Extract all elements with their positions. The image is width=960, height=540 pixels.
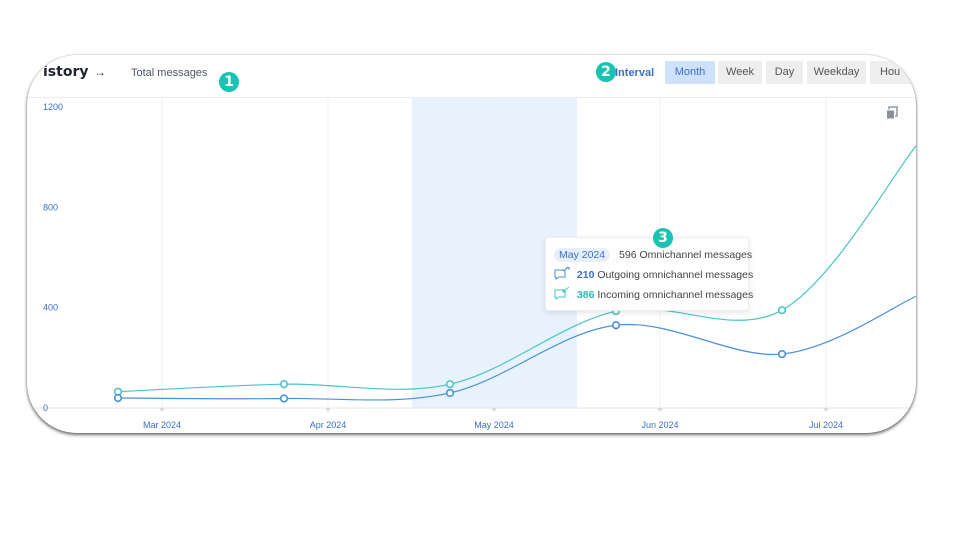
x-tick-label: May 2024 — [474, 420, 514, 430]
incoming-message-icon — [554, 286, 570, 300]
interval-week-button[interactable]: Week — [718, 61, 762, 84]
x-tick-label: Apr 2024 — [310, 420, 347, 430]
interval-label: Interval — [615, 67, 655, 79]
interval-weekday-button[interactable]: Weekday — [807, 61, 866, 84]
step-badge-2: 2 — [596, 62, 616, 82]
x-tick-label: Jul 2024 — [809, 420, 843, 430]
incoming-data-point[interactable] — [445, 380, 455, 389]
interval-hour-button[interactable]: Hou — [870, 61, 916, 84]
arrow-right-icon[interactable]: → — [94, 65, 106, 79]
interval-day-button[interactable]: Day — [766, 61, 803, 84]
tooltip-total: 596 Omnichannel messages — [619, 249, 753, 261]
y-tick-label: 1200 — [43, 102, 63, 112]
outgoing-data-point[interactable] — [113, 393, 123, 403]
incoming-series-line — [117, 145, 916, 393]
x-tick-label: Mar 2024 — [143, 420, 181, 430]
x-tick-marker — [823, 408, 829, 412]
x-tick-marker — [325, 408, 331, 412]
page-title: istory — [43, 64, 89, 80]
metric-selector[interactable]: Total messages — [131, 67, 208, 79]
tooltip-outgoing-label: Outgoing omnichannel messages — [597, 269, 754, 281]
x-tick-marker — [159, 408, 165, 412]
outgoing-series-line — [117, 295, 916, 401]
outgoing-data-point[interactable] — [445, 388, 455, 398]
messages-line-chart: 0 400 800 1200 Mar 2024 Apr 2024 May 2024 Jun 2… — [27, 97, 916, 430]
tooltip-incoming-label: Incoming omnichannel messages — [597, 289, 754, 301]
tooltip-outgoing-value: 210 — [576, 269, 595, 281]
message-history-card: istory → Total messages Interval Month W… — [27, 55, 916, 433]
x-tick-marker — [657, 408, 663, 412]
x-tick-marker — [491, 408, 497, 412]
y-tick-label: 800 — [43, 202, 58, 212]
chart-header: istory → Total messages Interval Month W… — [27, 55, 916, 98]
chart-tooltip: May 2024 596 Omnichannel messages 210 Ou… — [545, 237, 753, 311]
copy-icon[interactable] — [885, 106, 899, 120]
outgoing-data-point[interactable] — [279, 394, 289, 403]
outgoing-data-point[interactable] — [777, 349, 787, 359]
incoming-data-point[interactable] — [279, 380, 289, 389]
x-tick-label: Jun 2024 — [641, 420, 678, 430]
outgoing-data-point[interactable] — [611, 321, 621, 330]
y-tick-label: 0 — [43, 403, 48, 413]
interval-month-button[interactable]: Month — [665, 61, 715, 84]
tooltip-date: May 2024 — [554, 248, 611, 262]
outgoing-message-icon — [554, 266, 570, 280]
y-tick-label: 400 — [43, 303, 58, 313]
step-badge-1: 1 — [219, 72, 239, 92]
tooltip-incoming-value: 386 — [576, 289, 595, 301]
incoming-data-point[interactable] — [777, 306, 787, 315]
step-badge-3: 3 — [653, 228, 673, 248]
